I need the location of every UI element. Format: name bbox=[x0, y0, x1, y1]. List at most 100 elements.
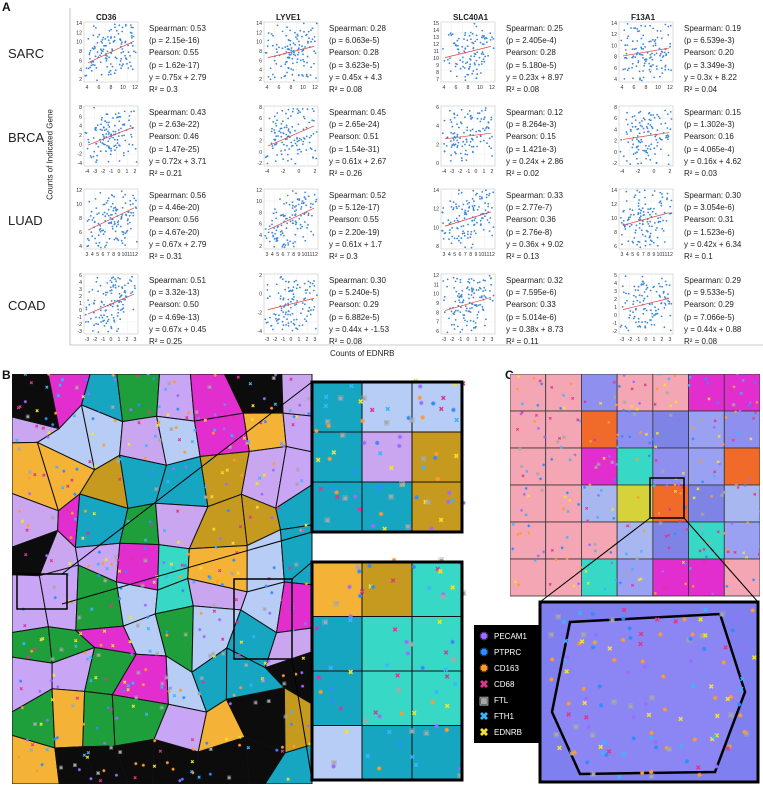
transcript-marker: ✖ bbox=[259, 420, 263, 426]
scatter-point bbox=[466, 73, 469, 76]
x-tick-label: 7 bbox=[464, 252, 467, 258]
transcript-marker: ✹ bbox=[21, 607, 25, 613]
scatter-point bbox=[283, 234, 285, 237]
scatter-point bbox=[108, 30, 111, 32]
svg-text:✹: ✹ bbox=[673, 374, 677, 379]
svg-text:✖: ✖ bbox=[318, 486, 324, 494]
scatter-point bbox=[653, 314, 655, 317]
transcript-marker: ✖ bbox=[279, 441, 283, 447]
svg-text:▣: ▣ bbox=[720, 493, 724, 498]
scatter-point bbox=[120, 43, 123, 45]
transcript-marker: ✹ bbox=[300, 671, 304, 677]
scatter-point bbox=[274, 139, 276, 142]
scatter-point bbox=[458, 299, 460, 301]
scatter-point bbox=[304, 191, 306, 194]
scatter-point bbox=[449, 70, 452, 72]
scatter-point bbox=[123, 110, 126, 113]
svg-text:✹: ✹ bbox=[511, 547, 515, 553]
scatter-point bbox=[99, 54, 101, 57]
transcript-marker: ✹ bbox=[218, 618, 222, 624]
transcript-marker: ✖ bbox=[39, 637, 43, 643]
transcript-marker: ▣ bbox=[110, 405, 115, 411]
svg-text:▣: ▣ bbox=[734, 484, 738, 489]
transcript-marker: ▣ bbox=[580, 630, 587, 638]
scatter-point bbox=[293, 210, 296, 213]
scatter-point bbox=[108, 126, 111, 128]
svg-text:✹: ✹ bbox=[684, 561, 688, 567]
scatter-point bbox=[460, 293, 463, 296]
stat-line: y = 0.44x + -1.53 bbox=[329, 324, 390, 334]
scatter-point bbox=[114, 286, 117, 289]
scatter-point bbox=[101, 229, 103, 232]
stat-line: Pearson: 0.46 bbox=[149, 132, 199, 142]
scatter-point bbox=[627, 123, 629, 126]
scatter-point bbox=[663, 241, 666, 243]
scatter-point bbox=[463, 217, 466, 220]
scatter-point bbox=[635, 224, 638, 227]
scatter-point bbox=[129, 199, 132, 202]
stat-line: (p = 5.12e-17) bbox=[329, 203, 380, 213]
transcript-marker: ✖ bbox=[236, 375, 240, 381]
y-tick-label: 12 bbox=[433, 273, 439, 279]
transcript-marker: ✹ bbox=[30, 649, 34, 655]
transcript-marker: ✹ bbox=[183, 450, 187, 456]
scatter-point bbox=[651, 303, 654, 305]
stat-line: y = 0.38x + 8.73 bbox=[506, 324, 564, 334]
scatter-point bbox=[97, 331, 100, 333]
svg-text:✹: ✹ bbox=[712, 425, 716, 431]
scatter-point bbox=[483, 37, 486, 40]
scatter-point bbox=[651, 194, 654, 197]
svg-text:✹: ✹ bbox=[537, 426, 541, 432]
scatter-point bbox=[474, 63, 476, 66]
scatter-point bbox=[455, 62, 457, 65]
svg-text:✹: ✹ bbox=[378, 483, 384, 491]
transcript-marker: ▣ bbox=[17, 447, 22, 453]
scatter-point bbox=[92, 25, 95, 27]
svg-text:▣: ▣ bbox=[440, 593, 447, 601]
scatter-point bbox=[635, 53, 638, 56]
scatter-point bbox=[643, 62, 646, 65]
transcript-marker: ✖ bbox=[144, 538, 148, 544]
scatter-point bbox=[466, 203, 469, 205]
scatter-point bbox=[270, 325, 272, 327]
stat-line: Spearman: 0.19 bbox=[684, 24, 741, 33]
scatter-point bbox=[449, 221, 452, 224]
scatter-point bbox=[637, 148, 640, 151]
tissue-cell bbox=[152, 738, 199, 784]
scatter-point bbox=[102, 213, 104, 216]
scatter-point bbox=[111, 48, 113, 50]
transcript-marker: ✹ bbox=[56, 684, 60, 690]
svg-text:✖: ✖ bbox=[637, 577, 641, 583]
scatter-point bbox=[282, 311, 284, 313]
transcript-marker: ✖ bbox=[131, 704, 135, 710]
svg-text:✹: ✹ bbox=[450, 638, 456, 646]
x-tick-label: 3 bbox=[134, 337, 137, 343]
scatter-point bbox=[315, 198, 318, 201]
svg-text:✖: ✖ bbox=[384, 662, 390, 670]
scatter-point bbox=[478, 206, 480, 208]
svg-text:✹: ✹ bbox=[759, 509, 760, 515]
scatter-point bbox=[281, 47, 284, 50]
x-tick-label: -3 bbox=[620, 337, 625, 343]
scatter-point bbox=[656, 244, 659, 247]
scatter-point bbox=[91, 235, 94, 238]
scatter-point bbox=[488, 194, 490, 197]
scatter-point bbox=[109, 69, 112, 72]
scatter-point bbox=[468, 288, 471, 291]
scatter-point bbox=[86, 237, 89, 240]
svg-text:✹: ✹ bbox=[642, 529, 646, 535]
scatter-point bbox=[287, 39, 290, 41]
svg-text:▣: ▣ bbox=[669, 413, 673, 418]
svg-text:▣: ▣ bbox=[540, 489, 544, 494]
svg-text:▣: ▣ bbox=[632, 413, 636, 418]
svg-text:▣: ▣ bbox=[324, 418, 331, 426]
scatter-point bbox=[280, 233, 282, 236]
transcript-marker: ✖ bbox=[210, 495, 214, 501]
panel-b-letter: B bbox=[2, 368, 11, 382]
stat-line: R² = 0.31 bbox=[149, 252, 183, 262]
scatter-point bbox=[110, 149, 113, 152]
svg-text:✖: ✖ bbox=[395, 672, 401, 680]
svg-text:▣: ▣ bbox=[324, 516, 331, 524]
legend-item-cd68: ✖ CD68 bbox=[478, 676, 558, 692]
y-tick-label: 6 bbox=[614, 116, 617, 122]
